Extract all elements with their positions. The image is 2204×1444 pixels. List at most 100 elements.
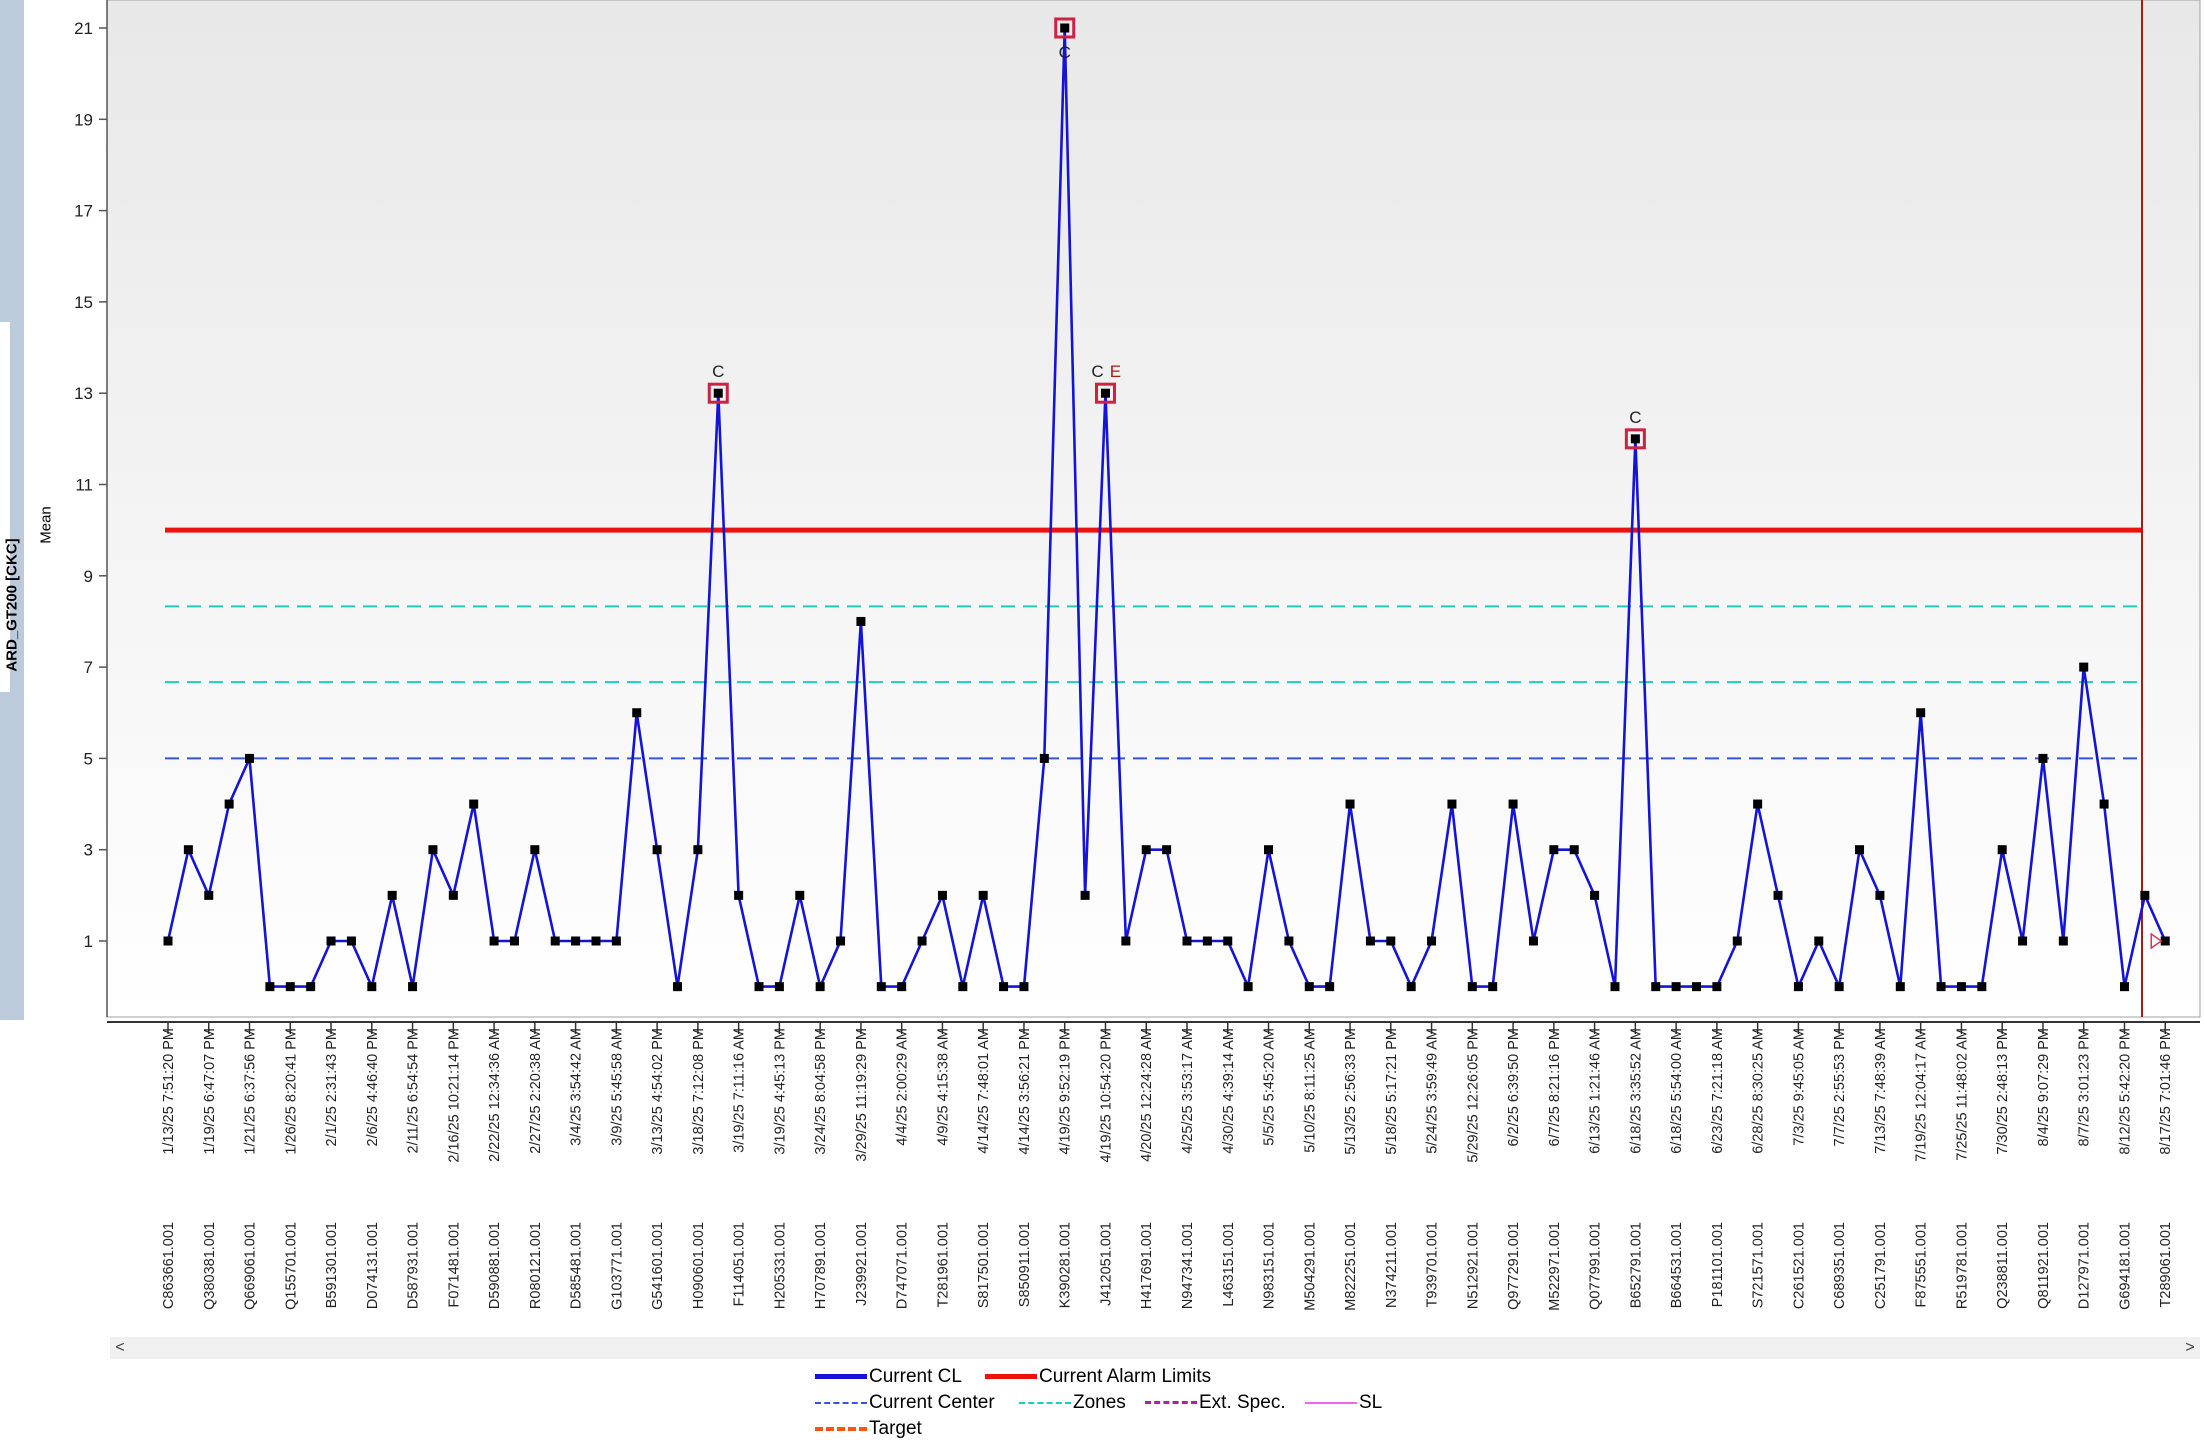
x-tick-id-label: H205331.001 [772,1222,788,1309]
data-point [958,982,968,992]
data-point [1141,845,1151,855]
data-point [1692,982,1701,992]
x-tick-date-label: 7/13/25 7:48:39 AM [1873,1028,1889,1154]
data-point [713,388,723,398]
x-tick-date-label: 5/29/25 12:26:05 PM [1465,1028,1481,1163]
violation-box [1624,428,1646,450]
y-tick-label: 3 [84,841,93,860]
x-tick-date-label: 7/19/25 12:04:17 AM [1914,1028,1930,1162]
x-tick-id-label: D127971.001 [2077,1222,2093,1309]
data-point [795,890,805,900]
x-tick-date-label: 6/2/25 6:39:50 PM [1506,1028,1522,1147]
x-tick-date-label: 4/25/25 3:53:17 AM [1180,1028,1196,1154]
x-tick-date-label: 6/7/25 8:21:16 PM [1547,1028,1563,1147]
y-tick-label: 17 [74,202,93,221]
x-tick-id-label: C261521.001 [1791,1222,1807,1309]
x-tick-id-label: Q155701.001 [283,1222,299,1310]
data-point [1121,936,1131,946]
data-point [652,845,662,855]
legend-label-target: Target [869,1418,922,1439]
x-tick-id-label: F875551.001 [1914,1222,1930,1307]
x-tick-date-label: 8/17/25 7:01:46 PM [2158,1028,2174,1155]
data-point [1712,982,1722,992]
data-point [917,936,927,946]
violation-label: C [1091,362,1103,381]
data-point [1956,982,1966,992]
data-point [1386,936,1396,946]
data-point [428,845,438,855]
data-point [1325,982,1335,992]
legend-label-current-cl: Current CL [869,1366,962,1387]
x-tick-id-label: N947341.001 [1180,1222,1196,1309]
data-point [448,890,458,900]
x-tick-date-label: 6/18/25 5:54:00 AM [1669,1028,1685,1154]
x-tick-id-label: D590881.001 [487,1222,503,1309]
x-tick-date-label: 3/19/25 4:45:13 PM [772,1028,788,1155]
horizontal-scrollbar[interactable]: < > [110,1337,2200,1359]
data-point [1875,890,1885,900]
x-tick-id-label: H707891.001 [813,1222,829,1309]
x-tick-date-label: 4/30/25 4:39:14 AM [1221,1028,1237,1154]
legend-label-current-center: Current Center [869,1392,995,1413]
data-point [2079,662,2089,672]
data-point [2140,890,2150,900]
data-point [1019,982,1029,992]
data-point [469,799,479,809]
legend-swatch-alarm-limits [985,1374,1037,1380]
data-point [1916,708,1926,718]
x-tick-date-label: 1/26/25 8:20:41 PM [283,1028,299,1155]
violation-label: C [1059,43,1071,62]
x-tick-id-label: Q811921.001 [2036,1222,2052,1309]
scroll-left-arrow[interactable]: < [115,1339,125,1356]
x-tick-id-label: J412051.001 [1098,1222,1114,1306]
x-tick-id-label: D585481.001 [569,1222,585,1309]
legend-swatch-target [815,1426,867,1431]
x-tick-date-label: 7/3/25 9:45:05 AM [1791,1028,1807,1146]
x-tick-id-label: Q669061.001 [243,1222,259,1310]
data-point [693,845,703,855]
legend-label-zones: Zones [1073,1392,1126,1413]
data-point [1039,753,1049,763]
violation-label: C [712,362,724,381]
x-tick-id-label: L463151.001 [1221,1222,1237,1307]
x-tick-date-label: 2/1/25 2:31:43 PM [324,1028,340,1147]
legend-swatch-current-cl [815,1374,867,1380]
data-point [1590,890,1600,900]
data-point [632,708,642,718]
x-tick-id-label: J239921.001 [854,1222,870,1306]
x-tick-date-label: 5/5/25 5:45:20 AM [1262,1028,1278,1146]
x-tick-date-label: 4/20/25 12:24:28 AM [1139,1028,1155,1162]
data-point [836,936,846,946]
legend: Current CL Current Alarm Limits Current … [815,1366,1382,1444]
data-point [1997,845,2007,855]
data-point [1080,890,1090,900]
y-tick-label: 21 [74,19,93,38]
data-point [1488,982,1498,992]
x-tick-id-label: S850911.001 [1017,1222,1033,1307]
x-tick-id-label: S721571.001 [1751,1222,1767,1308]
x-tick-date-label: 3/13/25 4:54:02 PM [650,1028,666,1155]
x-tick-id-label: Q238811.001 [1995,1222,2011,1309]
x-tick-date-label: 3/18/25 7:12:08 PM [691,1028,707,1155]
data-point [1304,982,1314,992]
x-tick-date-label: 3/29/25 11:19:29 PM [854,1028,870,1162]
x-tick-date-label: 6/18/25 3:35:52 AM [1628,1028,1644,1154]
scroll-right-arrow[interactable]: > [2185,1339,2195,1356]
violation-markers: CCC EC [707,17,1646,450]
data-point [1814,936,1824,946]
data-point [1732,936,1742,946]
data-point [1834,982,1844,992]
y-tick-label: 1 [84,932,93,951]
data-point [224,799,234,809]
violation-label: C [1629,408,1641,427]
data-point [937,890,947,900]
x-tick-date-label: 1/21/25 6:37:56 PM [243,1028,259,1155]
x-tick-date-label: 5/24/25 3:59:49 AM [1425,1028,1441,1154]
x-tick-id-label: R080121.001 [528,1222,544,1309]
data-point [265,982,275,992]
data-point [1406,982,1416,992]
x-tick-date-label: 5/10/25 8:11:25 AM [1302,1028,1318,1153]
x-tick-date-label: 1/19/25 6:47:07 PM [202,1028,218,1155]
legend-label-alarm-limits: Current Alarm Limits [1039,1366,1212,1387]
